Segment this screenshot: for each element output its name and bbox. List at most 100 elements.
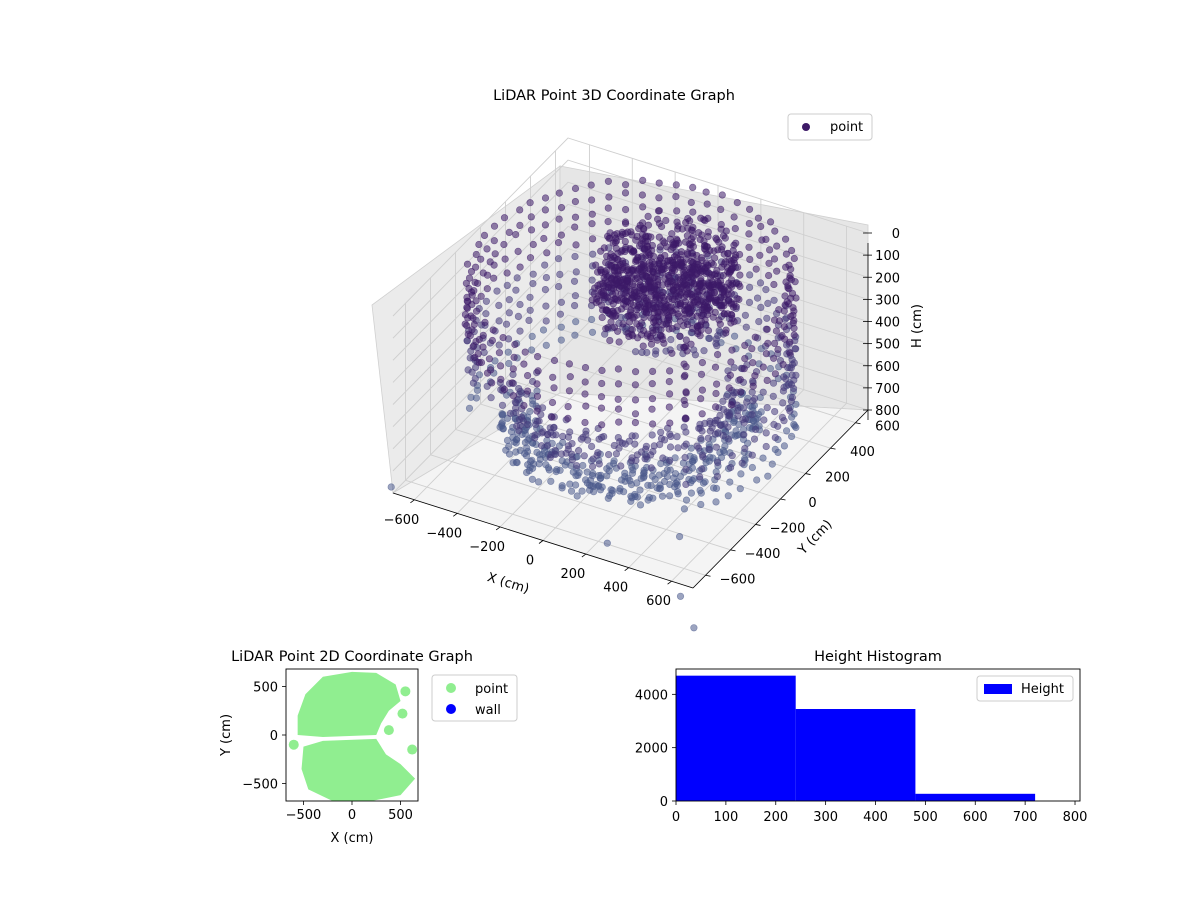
scatter-point [780, 361, 787, 368]
scatter-point [757, 223, 764, 230]
scatter-point [481, 232, 488, 239]
scatter-point [605, 178, 612, 185]
scatter-point [706, 270, 713, 277]
x-tick-label-hist: 500 [913, 810, 938, 825]
scatter-point [749, 452, 756, 459]
scatter-point [659, 269, 666, 276]
scatter-point [699, 466, 706, 473]
scatter-point [683, 390, 690, 397]
x-axis-label: X (cm) [485, 570, 531, 597]
scatter-point [750, 383, 757, 390]
scatter-point [615, 419, 622, 426]
scatter-point [767, 365, 774, 372]
scatter-point [466, 405, 473, 412]
scatter-point [555, 239, 562, 246]
scatter-point [728, 402, 735, 409]
scatter-point [655, 276, 662, 283]
scatter-point [544, 431, 551, 438]
scatter-point [752, 334, 759, 341]
scatter-point [772, 434, 779, 441]
scatter-point [661, 478, 668, 485]
scatter-point [734, 295, 741, 302]
scatter-point [544, 442, 551, 449]
scatter-point [540, 327, 547, 334]
scatter-point [683, 497, 690, 504]
scatter-point [570, 469, 577, 476]
scatter-point [626, 313, 633, 320]
scatter-point [706, 446, 713, 453]
scatter-point [649, 432, 656, 439]
scatter-point [484, 246, 491, 253]
scatter-point [582, 477, 589, 484]
scatter-point [502, 256, 509, 263]
scatter-point [638, 449, 645, 456]
scatter-point [489, 337, 496, 344]
scatter-point [649, 380, 656, 387]
scatter-point [596, 461, 603, 468]
scatter-point [612, 296, 619, 303]
scatter-point [632, 441, 639, 448]
scatter-point [683, 466, 690, 473]
scatter-point [611, 442, 618, 449]
y-tick-label: −400 [745, 547, 781, 562]
z-tick-label: 400 [875, 316, 900, 331]
scatter-point [666, 284, 673, 291]
scatter-point [720, 406, 727, 413]
scatter-point [764, 404, 771, 411]
scatter-point [673, 182, 680, 189]
scatter-point [760, 364, 767, 371]
scatter-point [538, 442, 545, 449]
scatter-point [503, 321, 510, 328]
point-cluster-2d [400, 686, 410, 696]
scatter-point [609, 487, 616, 494]
scatter-point [593, 481, 600, 488]
scatter-point [635, 225, 642, 232]
scatter-point [729, 347, 736, 354]
scatter-point [543, 318, 550, 325]
scatter-point [677, 302, 684, 309]
scatter-point [741, 365, 748, 372]
scatter-point [681, 344, 688, 351]
scatter-point [761, 417, 768, 424]
scatter-point [652, 297, 659, 304]
scatter-point [712, 309, 719, 316]
scatter-point [514, 275, 521, 282]
scatter-point [589, 211, 596, 218]
scatter-point [642, 245, 649, 252]
scatter-point [779, 332, 786, 339]
scatter-point [714, 459, 721, 466]
scatter-point [622, 220, 629, 227]
scatter-point [763, 443, 770, 450]
scatter-point [542, 195, 549, 202]
scatter-point [712, 364, 719, 371]
scatter-point [676, 533, 683, 540]
scatter-point [637, 502, 644, 509]
scatter-point [588, 316, 595, 323]
scatter-point [706, 335, 713, 342]
scatter-point [683, 441, 690, 448]
scatter-point [634, 306, 641, 313]
scatter-point [758, 304, 765, 311]
scatter-point [655, 208, 662, 215]
scatter-point [527, 254, 534, 261]
scatter-point [557, 271, 564, 278]
scatter-point [677, 333, 684, 340]
scatter-point [772, 371, 779, 378]
scatter-point [783, 428, 790, 435]
scatter-point [760, 455, 767, 462]
scatter-point [622, 190, 629, 197]
scatter-point [699, 387, 706, 394]
scatter-point [513, 287, 520, 294]
scatter-point [622, 206, 629, 213]
scatter-point [746, 284, 753, 291]
scatter-point [496, 342, 503, 349]
scatter-point [701, 347, 708, 354]
scatter-point [588, 197, 595, 204]
scatter-point [667, 431, 674, 438]
y-tick [831, 448, 836, 449]
scatter-point [522, 349, 529, 356]
scatter-point [605, 218, 612, 225]
scatter-point [597, 248, 604, 255]
scatter-point [685, 304, 692, 311]
scatter-point [789, 394, 796, 401]
